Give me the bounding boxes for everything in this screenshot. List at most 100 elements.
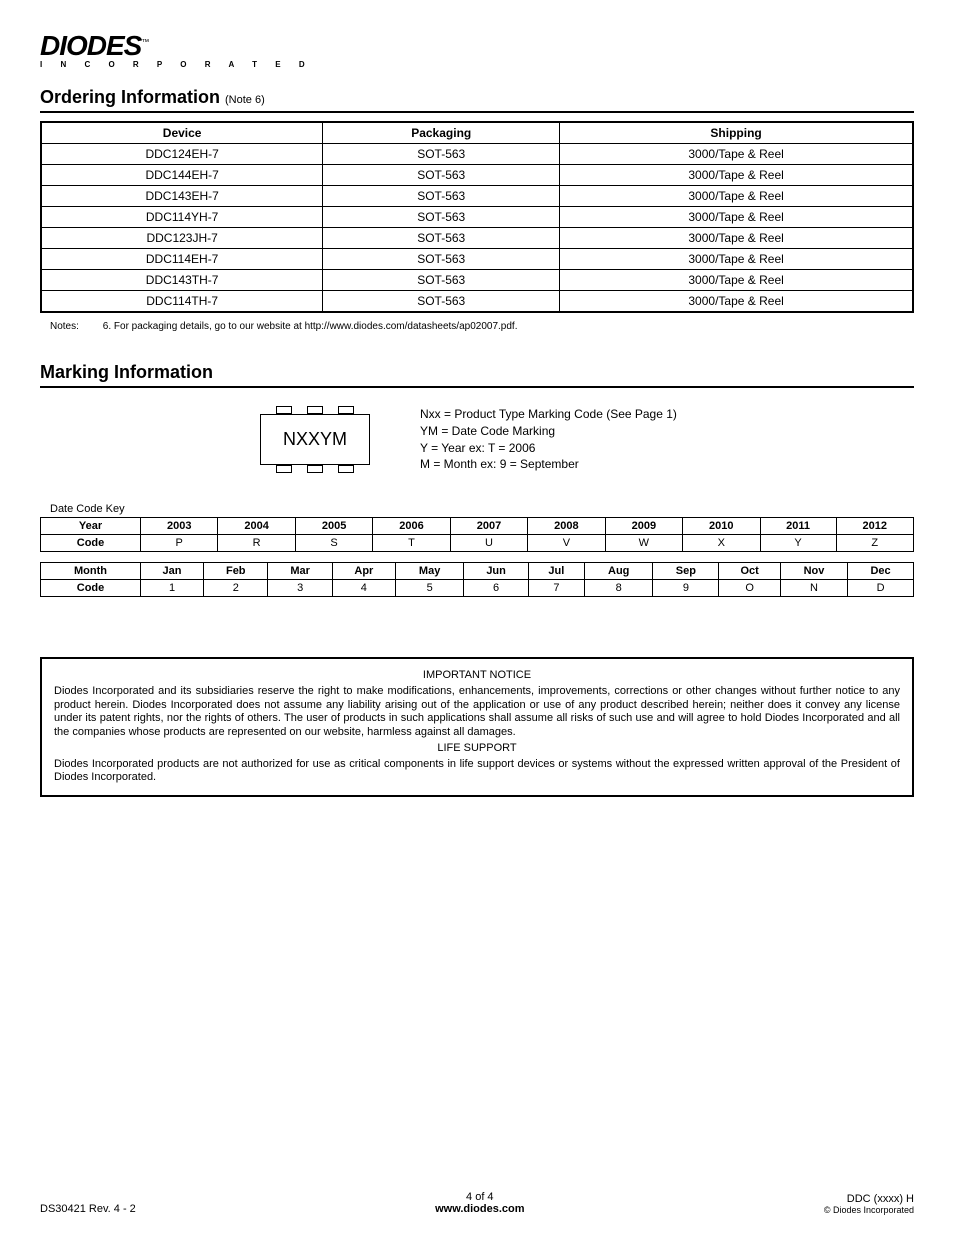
page-footer: DS30421 Rev. 4 - 2 4 of 4 www.diodes.com… — [40, 1191, 914, 1215]
ordering-notes: Notes: 6. For packaging details, go to o… — [40, 321, 914, 332]
key-cell: 4 — [332, 580, 395, 597]
key-cell: W — [605, 535, 682, 552]
table-cell: 3000/Tape & Reel — [560, 270, 913, 291]
table-row: DDC114TH-7SOT-5633000/Tape & Reel — [41, 291, 913, 313]
marking-legend: Nxx = Product Type Marking Code (See Pag… — [420, 406, 677, 473]
key-cell: D — [848, 580, 914, 597]
key-cell: Nov — [780, 563, 847, 580]
table-cell: 3000/Tape & Reel — [560, 228, 913, 249]
table-cell: SOT-563 — [323, 165, 560, 186]
key-cell: 2011 — [760, 518, 836, 535]
table-cell: 3000/Tape & Reel — [560, 186, 913, 207]
chip-diagram: NXXYM — [260, 406, 370, 473]
footer-left: DS30421 Rev. 4 - 2 — [40, 1203, 136, 1215]
key-cell: S — [295, 535, 372, 552]
key-cell: 2005 — [295, 518, 372, 535]
table-cell: DDC124EH-7 — [41, 144, 323, 165]
table-cell: SOT-563 — [323, 291, 560, 313]
table-cell: DDC114TH-7 — [41, 291, 323, 313]
key-cell: V — [528, 535, 605, 552]
table-cell: DDC144EH-7 — [41, 165, 323, 186]
ordering-table: DevicePackagingShipping DDC124EH-7SOT-56… — [40, 121, 914, 313]
key-cell: 2008 — [528, 518, 605, 535]
key-cell: 2004 — [218, 518, 295, 535]
table-cell: 3000/Tape & Reel — [560, 144, 913, 165]
ordering-section-title: Ordering Information (Note 6) — [40, 87, 914, 113]
footer-part-number: DDC (xxxx) H — [824, 1193, 914, 1205]
table-row: DDC114YH-7SOT-5633000/Tape & Reel — [41, 207, 913, 228]
key-cell: N — [780, 580, 847, 597]
key-cell: Feb — [204, 563, 268, 580]
key-cell: Aug — [584, 563, 653, 580]
table-cell: 3000/Tape & Reel — [560, 249, 913, 270]
key-row-head: Code — [41, 580, 141, 597]
key-cell: 2007 — [450, 518, 527, 535]
chip-marking-text: NXXYM — [261, 421, 369, 458]
ordering-column-header: Packaging — [323, 122, 560, 144]
ordering-column-header: Device — [41, 122, 323, 144]
table-cell: DDC114YH-7 — [41, 207, 323, 228]
table-cell: DDC143TH-7 — [41, 270, 323, 291]
table-row: DDC143EH-7SOT-5633000/Tape & Reel — [41, 186, 913, 207]
table-cell: DDC123JH-7 — [41, 228, 323, 249]
key-cell: 2012 — [836, 518, 913, 535]
key-cell: Sep — [653, 563, 719, 580]
key-row-head: Year — [41, 518, 141, 535]
key-cell: May — [395, 563, 464, 580]
key-cell: 3 — [268, 580, 332, 597]
legend-line: YM = Date Code Marking — [420, 423, 677, 440]
key-cell: Jun — [464, 563, 528, 580]
key-cell: T — [373, 535, 450, 552]
key-cell: Oct — [719, 563, 781, 580]
key-cell: 6 — [464, 580, 528, 597]
notes-text: 6. For packaging details, go to our webs… — [103, 321, 518, 332]
key-cell: 1 — [141, 580, 204, 597]
key-cell: 2 — [204, 580, 268, 597]
table-cell: SOT-563 — [323, 144, 560, 165]
notice-paragraph: Diodes Incorporated and its subsidiaries… — [54, 685, 900, 740]
table-cell: DDC143EH-7 — [41, 186, 323, 207]
table-cell: 3000/Tape & Reel — [560, 207, 913, 228]
datecode-key-label: Date Code Key — [50, 503, 914, 515]
table-cell: DDC114EH-7 — [41, 249, 323, 270]
key-cell: 9 — [653, 580, 719, 597]
life-support-header: LIFE SUPPORT — [54, 742, 900, 756]
table-cell: SOT-563 — [323, 249, 560, 270]
important-notice-box: IMPORTANT NOTICE Diodes Incorporated and… — [40, 657, 914, 797]
key-cell: Z — [836, 535, 913, 552]
legend-line: M = Month ex: 9 = September — [420, 456, 677, 473]
footer-url: www.diodes.com — [435, 1203, 524, 1215]
key-cell: 2009 — [605, 518, 682, 535]
footer-copyright: © Diodes Incorporated — [824, 1205, 914, 1215]
table-row: DDC144EH-7SOT-5633000/Tape & Reel — [41, 165, 913, 186]
table-cell: SOT-563 — [323, 228, 560, 249]
key-row-head: Month — [41, 563, 141, 580]
legend-line: Y = Year ex: T = 2006 — [420, 440, 677, 457]
month-code-table: MonthJanFebMarAprMayJunJulAugSepOctNovDe… — [40, 562, 914, 597]
table-row: DDC124EH-7SOT-5633000/Tape & Reel — [41, 144, 913, 165]
ordering-column-header: Shipping — [560, 122, 913, 144]
year-code-table: Year200320042005200620072008200920102011… — [40, 517, 914, 552]
key-cell: Mar — [268, 563, 332, 580]
key-cell: O — [719, 580, 781, 597]
key-cell: X — [683, 535, 760, 552]
notice-header: IMPORTANT NOTICE — [54, 669, 900, 683]
key-cell: Y — [760, 535, 836, 552]
key-cell: Apr — [332, 563, 395, 580]
key-cell: U — [450, 535, 527, 552]
table-row: DDC143TH-7SOT-5633000/Tape & Reel — [41, 270, 913, 291]
key-cell: 8 — [584, 580, 653, 597]
key-cell: 7 — [528, 580, 584, 597]
marking-title-text: Marking Information — [40, 362, 213, 382]
legend-line: Nxx = Product Type Marking Code (See Pag… — [420, 406, 677, 423]
table-cell: SOT-563 — [323, 186, 560, 207]
notes-label: Notes: — [50, 321, 100, 332]
key-cell: 5 — [395, 580, 464, 597]
ordering-note-ref: (Note 6) — [225, 94, 265, 106]
key-cell: P — [141, 535, 218, 552]
key-cell: Dec — [848, 563, 914, 580]
key-row-head: Code — [41, 535, 141, 552]
table-row: DDC123JH-7SOT-5633000/Tape & Reel — [41, 228, 913, 249]
logo-subtitle: I N C O R P O R A T E D — [40, 60, 914, 69]
key-cell: 2003 — [141, 518, 218, 535]
